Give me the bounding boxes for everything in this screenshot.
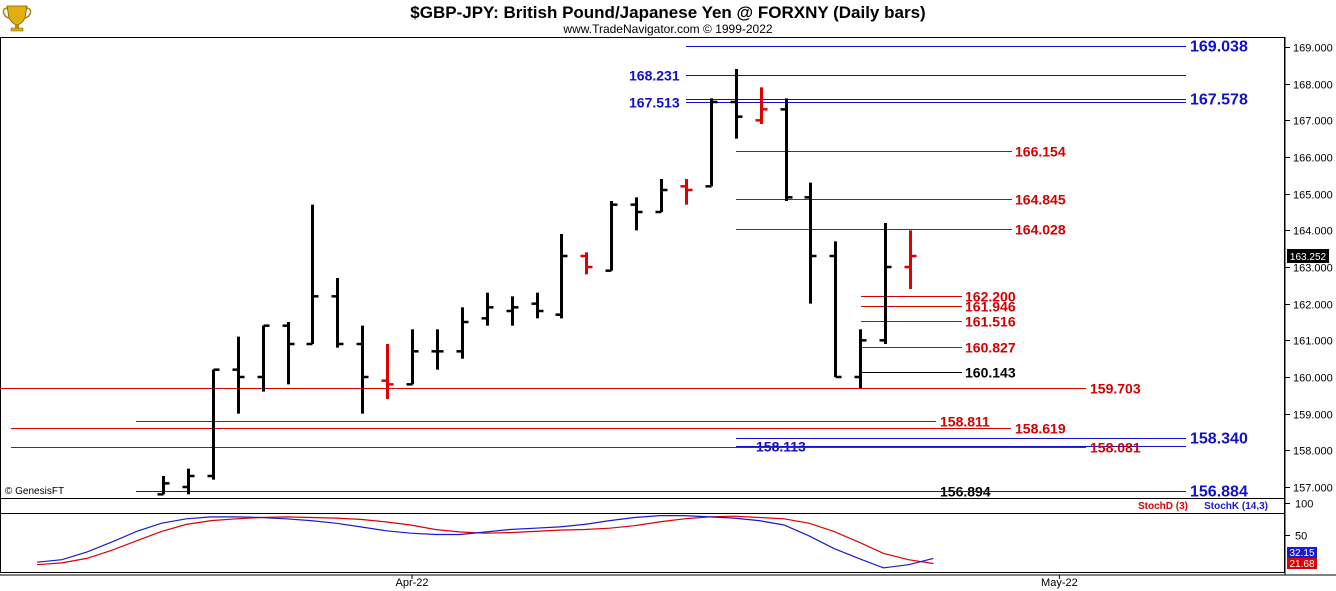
level-label-158.340: 158.340: [1190, 431, 1248, 448]
ohlc-bar: [879, 223, 892, 344]
y-tick-label: 169.000: [1293, 43, 1333, 55]
stochd-line: [36, 515, 934, 566]
level-label-158.619: 158.619: [1015, 421, 1066, 437]
levels-layer: 169.038 168.231 167.578 167.513 166.154 164.8…: [0, 39, 1248, 501]
ohlc-bar: [755, 87, 768, 124]
ohlc-bar: [506, 296, 519, 326]
ohlc-bar: [306, 204, 319, 346]
level-label-164.845: 164.845: [1015, 192, 1066, 208]
x-axis-ticks: Apr-22 May-22: [395, 575, 1078, 589]
y-tick-label: 163.000: [1293, 263, 1333, 275]
ohlc-bar: [605, 201, 618, 272]
ohlc-bar: [854, 329, 867, 388]
ohlc-bar: [381, 344, 394, 399]
y-tick-label: 167.000: [1293, 116, 1333, 128]
level-label-167.513: 167.513: [629, 95, 680, 111]
ohlc-bar: [780, 98, 793, 201]
ohlc-bar: [555, 234, 568, 319]
ohlc-bar: [904, 230, 917, 289]
y-tick-label: 164.000: [1293, 226, 1333, 238]
y-tick-label: 157.000: [1293, 483, 1333, 495]
level-label-161.946: 161.946: [965, 299, 1016, 315]
x-tick-label: May-22: [1041, 577, 1078, 589]
level-label-156.884: 156.884: [1190, 484, 1248, 501]
stochk-value: 32.15: [1289, 548, 1314, 559]
stoch-tick-label: 100: [1295, 499, 1313, 511]
x-tick-label: Apr-22: [395, 577, 428, 589]
ohlc-bar: [456, 307, 469, 359]
y-tick-label: 168.000: [1293, 80, 1333, 92]
level-label-161.516: 161.516: [965, 314, 1016, 330]
y-tick-label: 159.000: [1293, 410, 1333, 422]
ohlc-bar: [257, 324, 270, 392]
y-tick-label: 158.000: [1293, 446, 1333, 458]
ohlc-bar: [655, 179, 668, 214]
watermark: © GenesisFT: [5, 486, 64, 497]
level-label-169.038: 169.038: [1190, 39, 1248, 56]
ohlc-bar: [804, 182, 817, 304]
level-label-166.154: 166.154: [1015, 144, 1066, 160]
ohlc-bar: [207, 368, 220, 480]
ohlc-bar: [282, 322, 295, 385]
chart-subtitle: www.TradeNavigator.com © 1999-2022: [562, 22, 772, 36]
stochk-line: [36, 514, 934, 569]
y-tick-label: 165.000: [1293, 190, 1333, 202]
ohlc-bar: [157, 476, 170, 496]
ohlc-bar: [829, 241, 842, 379]
level-label-158.811: 158.811: [940, 414, 990, 430]
ohlc-bar: [406, 329, 419, 386]
y-tick-label: 162.000: [1293, 300, 1333, 312]
ohlc-bar: [182, 468, 195, 495]
ohlc-bar: [580, 252, 593, 275]
legend-stochd: StochD (3): [1138, 501, 1188, 512]
level-label-158.081: 158.081: [1090, 440, 1141, 456]
ohlc-bar: [730, 69, 743, 139]
level-label-159.703: 159.703: [1090, 381, 1141, 397]
trophy-icon: [2, 5, 32, 32]
ohlc-bar: [331, 278, 344, 348]
level-label-162.200: 162.200: [965, 289, 1016, 305]
last-price-label: 163.252: [1290, 252, 1327, 263]
y-tick-label: 161.000: [1293, 336, 1333, 348]
legend-stochk: StochK (14,3): [1204, 501, 1268, 512]
ohlc-bar: [630, 197, 643, 231]
level-label-168.231: 168.231: [629, 68, 680, 84]
ohlc-bar: [680, 179, 693, 205]
ohlc-bar: [356, 325, 369, 414]
stochd-value: 21.68: [1289, 559, 1314, 570]
ohlc-bar: [531, 292, 544, 319]
ohlc-bar: [431, 329, 444, 370]
y-tick-label: 160.000: [1293, 373, 1333, 385]
stochd-value-tag: [1287, 558, 1317, 569]
level-label-160.143: 160.143: [965, 365, 1016, 381]
bars-layer: [157, 69, 917, 496]
ohlc-bar: [481, 292, 494, 326]
y-tick-label: 166.000: [1293, 153, 1333, 165]
stoch-tick-label: 50: [1295, 531, 1307, 543]
level-label-167.578: 167.578: [1190, 92, 1248, 109]
ohlc-bar: [705, 98, 718, 188]
ohlc-bar: [232, 336, 245, 414]
y-axis-ticks: 169.000 168.000 167.000 166.000 165.000 164.0…: [1285, 43, 1333, 543]
last-price-tag: [1287, 249, 1329, 263]
chart-title: $GBP-JPY: British Pound/Japanese Yen @ F…: [410, 3, 925, 22]
level-label-164.028: 164.028: [1015, 222, 1066, 238]
stochk-value-tag: [1287, 547, 1317, 558]
stochastic-layer: [36, 514, 934, 569]
level-label-160.827: 160.827: [965, 340, 1016, 356]
level-label-158.113: 158.113: [756, 439, 806, 455]
